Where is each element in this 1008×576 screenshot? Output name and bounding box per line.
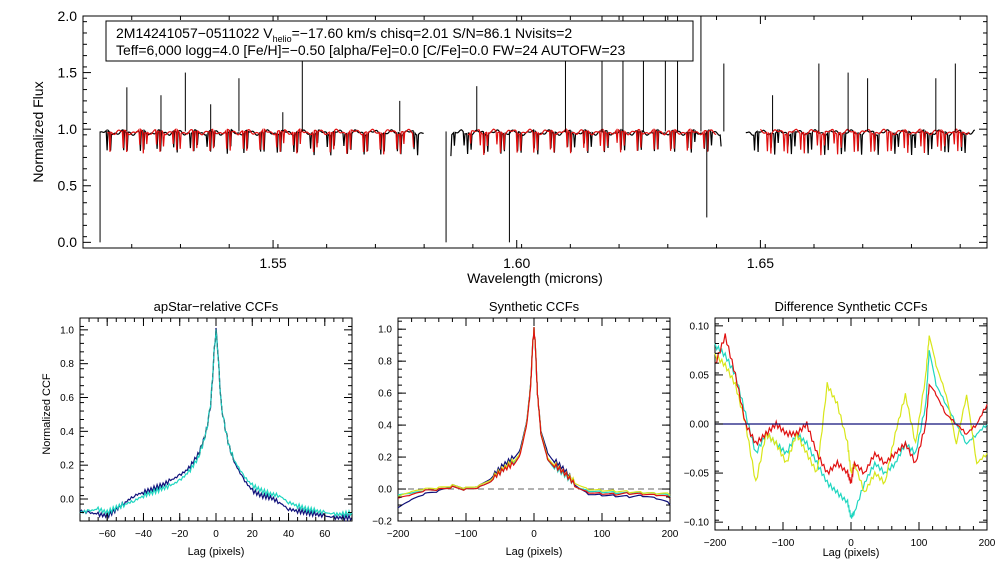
x-tick-label: 100	[594, 529, 611, 540]
spectrum-info-box	[105, 20, 694, 62]
y-tick-label: 0.8	[378, 357, 392, 368]
y-tick-label: 0.4	[378, 421, 392, 432]
spectrum-ylabel: Normalized Flux	[30, 81, 46, 182]
y-tick-label: 0.0	[58, 234, 78, 250]
x-tick-label: −20	[171, 529, 188, 540]
synthetic-series	[397, 327, 671, 509]
y-tick-label: −0.2	[372, 517, 392, 528]
ccf-visit-3-line	[397, 327, 671, 498]
x-tick-label: 20	[247, 529, 259, 540]
x-tick-label: 100	[911, 538, 928, 549]
y-tick-label: 0.00	[690, 420, 710, 431]
x-tick-label: 0	[848, 538, 854, 549]
spectrum-header-line1: 2M14241057−0511022 Vhelio=−17.60 km/s ch…	[116, 25, 572, 44]
difference-series	[714, 333, 988, 519]
spectrum-model-segment	[759, 128, 970, 156]
spectrum-ticks: 1.55 1.60 1.65 0.0 0.5 1.0 1.5 2.0	[58, 8, 987, 271]
apstar-title: apStar−relative CCFs	[154, 299, 279, 314]
ccf-visit-1-line	[397, 327, 671, 509]
x-tick-label: 0	[531, 529, 537, 540]
ccf-red-line	[714, 333, 988, 484]
synthetic-title: Synthetic CCFs	[489, 299, 580, 314]
x-tick-label: 40	[283, 529, 295, 540]
x-tick-label: 60	[319, 529, 331, 540]
ccf-visit-1-line	[79, 327, 353, 522]
y-tick-label: 1.0	[378, 325, 392, 336]
y-tick-label: −0.05	[684, 469, 710, 480]
difference-xlabel: Lag (pixels)	[823, 547, 880, 559]
y-tick-label: 0.10	[690, 321, 710, 332]
difference-ticks: −200 −100 0 100 200 −0.10 −0.05 0.00 0.05 0.10	[684, 318, 996, 549]
x-tick-label: 1.60	[503, 255, 530, 271]
apstar-ylabel: Normalized CCF	[41, 373, 53, 455]
synthetic-ccf-panel: −200 −100 0 100 200 −0.2 0.0 0.2 0.4 0.6 0.8 1.0 Sy…	[372, 299, 679, 558]
x-tick-label: 200	[662, 529, 679, 540]
y-tick-label: −0.10	[684, 518, 710, 529]
apstar-ticks: −60 −40 −20 0 20 40 60 0.0 0.2 0.4 0.6 0.8 1.0	[60, 317, 353, 540]
y-tick-label: 0.0	[378, 485, 392, 496]
apstar-series	[79, 327, 353, 522]
spectrum-xlabel: Wavelength (microns)	[467, 270, 603, 286]
synthetic-ticks: −200 −100 0 100 200 −0.2 0.0 0.2 0.4 0.6 0.8 1.0	[372, 318, 679, 540]
ccf-visit-2-line	[79, 329, 353, 519]
x-tick-label: −60	[99, 529, 116, 540]
spectrum-model-segment	[467, 128, 717, 156]
y-tick-label: 0.8	[60, 359, 74, 370]
synthetic-xlabel: Lag (pixels)	[506, 546, 563, 558]
ccf-yellow-line	[714, 335, 988, 493]
x-tick-label: 0	[213, 529, 219, 540]
difference-title: Difference Synthetic CCFs	[775, 299, 928, 314]
y-tick-label: 0.5	[58, 178, 78, 194]
ccf-visit-2-line	[397, 327, 671, 498]
y-tick-label: 1.5	[58, 64, 78, 80]
ccf-visit-4-line	[397, 327, 671, 499]
y-tick-label: 0.6	[378, 389, 392, 400]
y-tick-label: 2.0	[58, 8, 78, 24]
spectrum-model-segment	[107, 128, 415, 155]
apstar-ccf-panel: −60 −40 −20 0 20 40 60 0.0 0.2 0.4 0.6 0.8 1.0 apSta…	[41, 299, 353, 558]
difference-ccf-panel: −200 −100 0 100 200 −0.10 −0.05 0.00 0.05 0.10 Di…	[684, 299, 996, 559]
y-tick-label: 0.2	[378, 453, 392, 464]
y-tick-label: 0.0	[60, 495, 74, 506]
spectrum-header-line2: Teff=6,000 logg=4.0 [Fe/H]=−0.50 [alpha/…	[116, 42, 625, 58]
apstar-xlabel: Lag (pixels)	[188, 546, 245, 558]
spectrum-panel: 1.55 1.60 1.65 0.0 0.5 1.0 1.5 2.0 2M14241057−0…	[30, 8, 988, 286]
ccf-visit-3-line	[197, 328, 235, 462]
y-tick-label: 1.0	[58, 121, 78, 137]
x-tick-label: −100	[455, 529, 478, 540]
x-tick-label: −200	[704, 538, 727, 549]
y-tick-label: 0.6	[60, 393, 74, 404]
x-tick-label: −40	[135, 529, 152, 540]
y-tick-label: 0.2	[60, 461, 74, 472]
spectrum-frame	[82, 15, 988, 249]
x-tick-label: 200	[979, 538, 996, 549]
x-tick-label: 1.55	[259, 255, 286, 271]
x-tick-label: −200	[387, 529, 410, 540]
y-tick-label: 1.0	[60, 325, 74, 336]
spectrum-series	[99, 16, 976, 243]
x-tick-label: −100	[772, 538, 795, 549]
x-tick-label: 1.65	[747, 255, 774, 271]
ccf-cyan-line	[714, 343, 988, 519]
y-tick-label: 0.4	[60, 427, 74, 438]
apstar-frame	[79, 317, 353, 522]
y-tick-label: 0.05	[690, 370, 710, 381]
